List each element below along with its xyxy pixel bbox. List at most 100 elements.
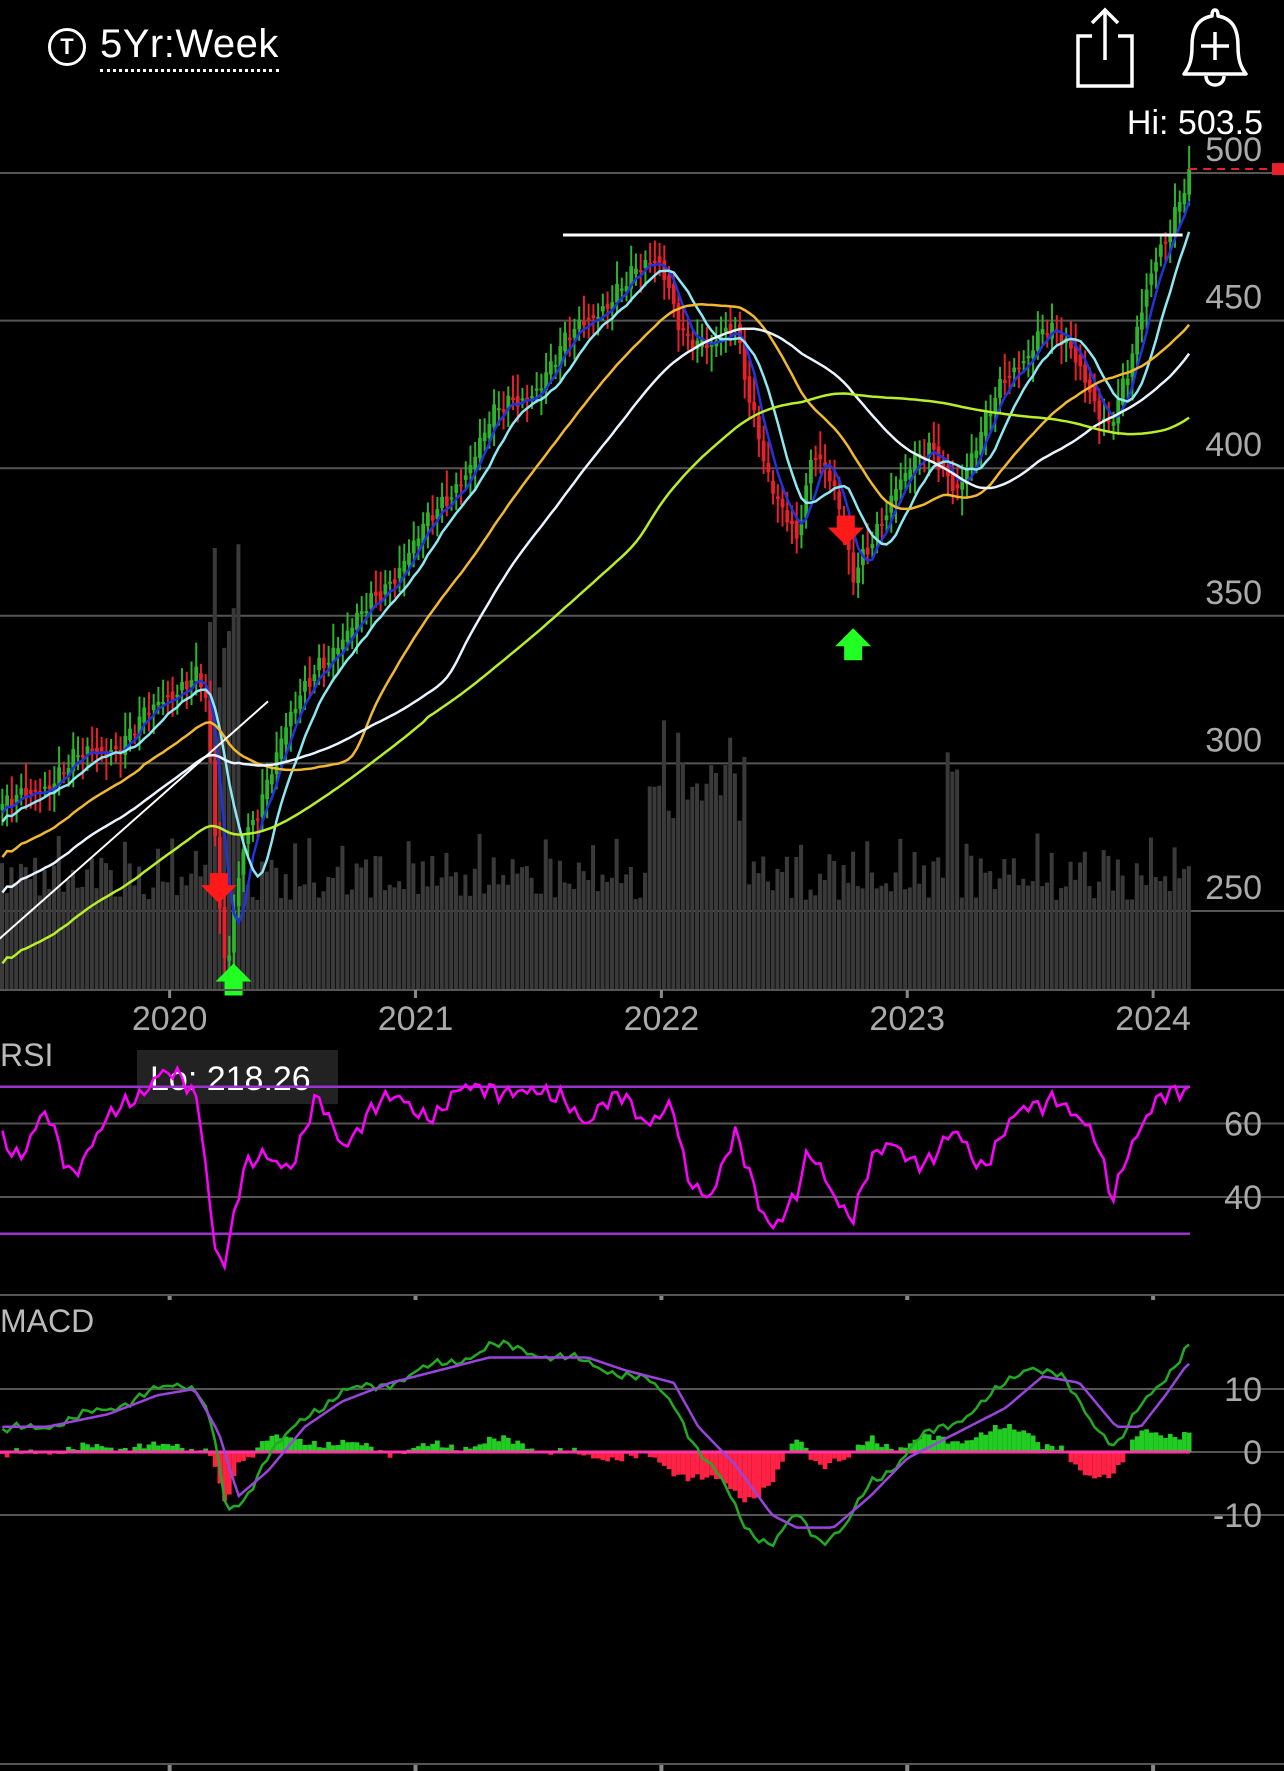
share-icon[interactable] [1072, 6, 1138, 88]
volume-bar [208, 622, 213, 990]
candle-body [643, 259, 648, 268]
candle-body [57, 767, 61, 786]
volume-bar [260, 861, 265, 990]
candle-body [19, 788, 24, 795]
macd-histogram-bar [425, 1446, 431, 1452]
candle-body [690, 339, 695, 349]
volume-bar [1096, 881, 1101, 990]
candle-body [615, 284, 619, 303]
macd-histogram-bar [241, 1452, 246, 1461]
candle-body [638, 270, 643, 273]
volume-bar [1087, 886, 1092, 990]
volume-bar [1167, 891, 1172, 990]
candle-body [1111, 421, 1116, 426]
candle-body [809, 459, 813, 484]
candle-body [515, 396, 520, 407]
candle-body [312, 674, 317, 681]
macd-histogram-bar [505, 1437, 511, 1452]
add-alert-bell-icon[interactable] [1180, 4, 1250, 90]
macd-histogram-bar [477, 1444, 483, 1452]
candle-body [898, 479, 903, 490]
rsi-tick-label: 40 [1224, 1179, 1262, 1217]
macd-histogram-bar [1035, 1442, 1041, 1452]
macd-histogram-bar [85, 1444, 90, 1452]
x-axis: 2020 2021 2022 2023 2024 [0, 989, 1284, 1771]
volume-bar [680, 762, 685, 990]
volume-bar [926, 897, 931, 990]
candle-body [525, 397, 530, 401]
candle-body [9, 798, 14, 807]
macd-histogram-bar [1130, 1439, 1135, 1452]
volume-bar [978, 858, 983, 990]
volume-bar [359, 867, 364, 990]
volume-bar [1139, 875, 1144, 990]
volume-bar [557, 860, 562, 990]
macd-histogram-bar [1177, 1439, 1183, 1452]
volume-bar [822, 879, 827, 990]
candle-body [652, 260, 657, 264]
volume-bar [335, 866, 340, 990]
volume-bar [80, 886, 85, 990]
macd-tick-label: 0 [1243, 1434, 1262, 1472]
macd-histogram-bar [808, 1452, 814, 1460]
candle-body [667, 275, 671, 289]
candle-body [1130, 353, 1135, 378]
candle-body [454, 484, 459, 493]
volume-bar [89, 858, 94, 990]
candle-body [463, 475, 468, 480]
macd-histogram-bar [330, 1445, 336, 1452]
candle-body [440, 496, 444, 509]
candle-body [539, 388, 544, 391]
macd-histogram-bar [591, 1452, 596, 1459]
macd-histogram-bar [208, 1452, 213, 1456]
candle-body [61, 772, 66, 775]
volume-bar [368, 897, 373, 990]
volume-bar [458, 895, 463, 990]
candle-body [790, 520, 794, 525]
candle-body [189, 680, 194, 688]
candle-body [572, 328, 577, 338]
candle-body [969, 453, 974, 469]
candle-body [955, 484, 960, 489]
macd-histogram-bar [955, 1441, 960, 1452]
volume-bar [56, 836, 61, 990]
price-tick-label: 250 [1205, 869, 1262, 907]
volume-bar [661, 720, 666, 990]
candle-body [232, 911, 236, 953]
volume-bar [269, 859, 274, 990]
candle-body [709, 344, 714, 347]
volume-bar [401, 889, 406, 990]
macd-histogram-bar [1153, 1432, 1159, 1452]
macd-histogram-bar [250, 1452, 256, 1458]
volume-bar [156, 848, 161, 990]
macd-histogram-bar [137, 1443, 142, 1452]
macd-panel: 10 0 -10 [0, 1339, 1284, 1765]
candle-body [1059, 334, 1064, 346]
macd-histogram-bar [1002, 1428, 1008, 1452]
candle-body [1069, 341, 1073, 349]
candle-body [983, 411, 988, 436]
candle-body [837, 491, 842, 510]
volume-bar [756, 873, 761, 990]
candle-body [222, 906, 227, 959]
candle-body [85, 746, 90, 755]
volume-bar [1153, 877, 1158, 990]
candle-body [331, 647, 336, 663]
candle-body [444, 496, 449, 506]
candle-body [865, 547, 870, 555]
volume-bar [633, 899, 638, 990]
period-selector-button[interactable]: T 5Yr:Week [48, 22, 279, 72]
volume-bar [959, 897, 964, 990]
volume-bar [553, 897, 558, 990]
candle-body [298, 695, 303, 709]
macd-histogram-bar [978, 1432, 984, 1452]
candle-body [1168, 234, 1173, 243]
macd-histogram-bar [94, 1444, 100, 1452]
candle-body [80, 754, 85, 758]
macd-histogram-bar [869, 1435, 875, 1452]
candle-body [1106, 420, 1111, 423]
candle-body [534, 388, 539, 391]
volume-bar [122, 841, 127, 990]
chart-header: T 5Yr:Week [0, 0, 1284, 100]
macd-histogram-bar [595, 1452, 601, 1459]
